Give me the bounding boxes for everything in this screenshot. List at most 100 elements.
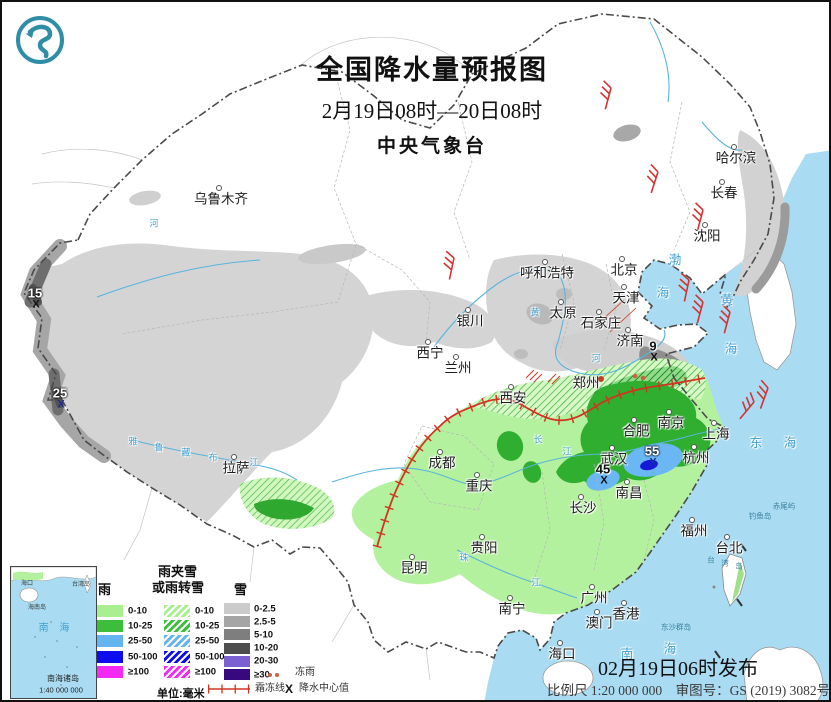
legend-swatch (97, 620, 123, 633)
sea-label: 渤 (668, 252, 682, 267)
city-dot (702, 222, 708, 228)
city-label: 南宁 (498, 601, 526, 617)
island-label: 东沙群岛 (661, 622, 691, 632)
south-china-sea-inset: 南 海 南海诸岛 1:40 000 000 海南岛 台湾岛 海口 (10, 566, 97, 699)
map-subtitle: 2月19日08时—20日08时 (321, 99, 543, 123)
misc-marks (525, 299, 747, 659)
legend-range-label: 20-30 (254, 655, 279, 667)
city-label: 太原 (549, 305, 577, 321)
city-label: 乌鲁木齐 (194, 191, 248, 207)
sea-label: 海 (656, 285, 670, 300)
river-label: 河 (591, 353, 601, 364)
legend-range-label: 25-50 (195, 635, 220, 647)
legend-range-label: 0-2.5 (254, 603, 276, 614)
city-dot (589, 584, 595, 590)
city-label: 兰州 (444, 360, 472, 376)
city-dot (689, 517, 695, 523)
legend-range-label: 0-10 (128, 605, 148, 617)
legend-range-label: ≥30 (254, 669, 270, 680)
cma-logo-icon (16, 16, 64, 64)
city-dot (594, 609, 600, 615)
legend-range-label: 50-100 (195, 651, 225, 663)
legend-swatch (164, 650, 190, 663)
city-label: 重庆 (465, 478, 493, 494)
legend-range-label: 2.5-5 (254, 616, 276, 628)
city-dot (609, 445, 615, 451)
legend-swatch (97, 665, 123, 678)
precip-center-x-mark: X (32, 298, 40, 311)
city-label: 天津 (612, 290, 640, 306)
legend-swatch (224, 655, 250, 667)
city-label: 石家庄 (580, 315, 622, 331)
center-value-symbol: X (285, 682, 294, 696)
city-label: 成都 (428, 455, 456, 471)
city-dot (453, 354, 459, 360)
legend-swatch (224, 616, 250, 628)
precip-center-value: 45 (595, 461, 611, 477)
inset-hainan-label: 海南岛 (27, 605, 47, 611)
city-label: 武汉 (600, 451, 628, 467)
city-label: 北京 (610, 262, 638, 278)
city-dot (425, 339, 431, 345)
city-label: 南昌 (615, 485, 643, 501)
legend-unit: 单位:毫米 (157, 688, 205, 700)
city-label: 呼和浩特 (520, 265, 574, 281)
island-label: 岛 (735, 561, 743, 571)
legend-swatch (97, 650, 123, 663)
title-block: 全国降水量预报图 2月19日08时—20日08时 中央气象台 (252, 48, 612, 158)
approval-number: 审图号：GS (2019) 3082号 (675, 683, 831, 698)
city-dot (557, 640, 563, 646)
city-label: 长沙 (569, 500, 597, 516)
island-label: 湾 (721, 558, 729, 568)
precip-center-x-mark: X (57, 398, 65, 411)
city-dot (596, 309, 602, 315)
city-dot (578, 494, 584, 500)
city-dot (621, 600, 627, 606)
city-label: 香港 (612, 606, 640, 622)
province-borders (121, 67, 691, 581)
frost-line (372, 373, 706, 549)
legend-swatch (224, 642, 250, 654)
city-dot (624, 479, 630, 485)
precip-center-x-mark: X (600, 474, 608, 487)
river-label: 藏 (181, 447, 191, 458)
city-label: 西安 (499, 390, 527, 406)
city-dot (231, 454, 237, 460)
legend-range-label: 10-20 (254, 642, 279, 654)
city-dot (598, 376, 604, 382)
city-dot (631, 417, 637, 423)
center-value-label: 降水中心值 (299, 683, 349, 694)
legend-range-label: 0-10 (195, 605, 215, 617)
frost-line-label: 霜冻线 (255, 683, 285, 694)
city-dot (409, 554, 415, 560)
foreign-borders (31, 36, 757, 681)
inset-sea-label: 南 海 (38, 623, 74, 634)
release-time: 02月19日06时发布 (598, 658, 758, 680)
inset-taiwan-label: 台湾岛 (71, 582, 91, 588)
city-dot (474, 472, 480, 478)
legend-sleet-subtitle: 或雨转雪 (152, 580, 205, 595)
city-dot (625, 327, 631, 333)
river-label: 珠 (459, 552, 469, 563)
city-label: 上海 (702, 426, 730, 442)
city-label: 贵阳 (470, 540, 498, 556)
city-dot (724, 534, 730, 540)
freezing-rain-label: 冻雨 (295, 667, 315, 678)
city-label: 海口 (548, 646, 576, 662)
city-label: 济南 (616, 333, 644, 349)
sea-label: 南 (620, 646, 634, 661)
precip-center-x-mark: X (649, 456, 657, 469)
legend-swatch (224, 629, 250, 641)
city-label: 福州 (680, 523, 708, 539)
legend-swatch (164, 620, 190, 633)
city-label: 澳门 (585, 615, 613, 631)
island-label: 赤尾屿 (772, 501, 796, 511)
legend-range-label: 10-25 (128, 620, 153, 632)
river-label: 江 (249, 457, 259, 468)
river-label: 雅 (128, 436, 138, 447)
legend-swatch (224, 669, 250, 680)
city-label: 杭州 (682, 450, 710, 466)
legend-range-label: 50-100 (128, 651, 158, 663)
